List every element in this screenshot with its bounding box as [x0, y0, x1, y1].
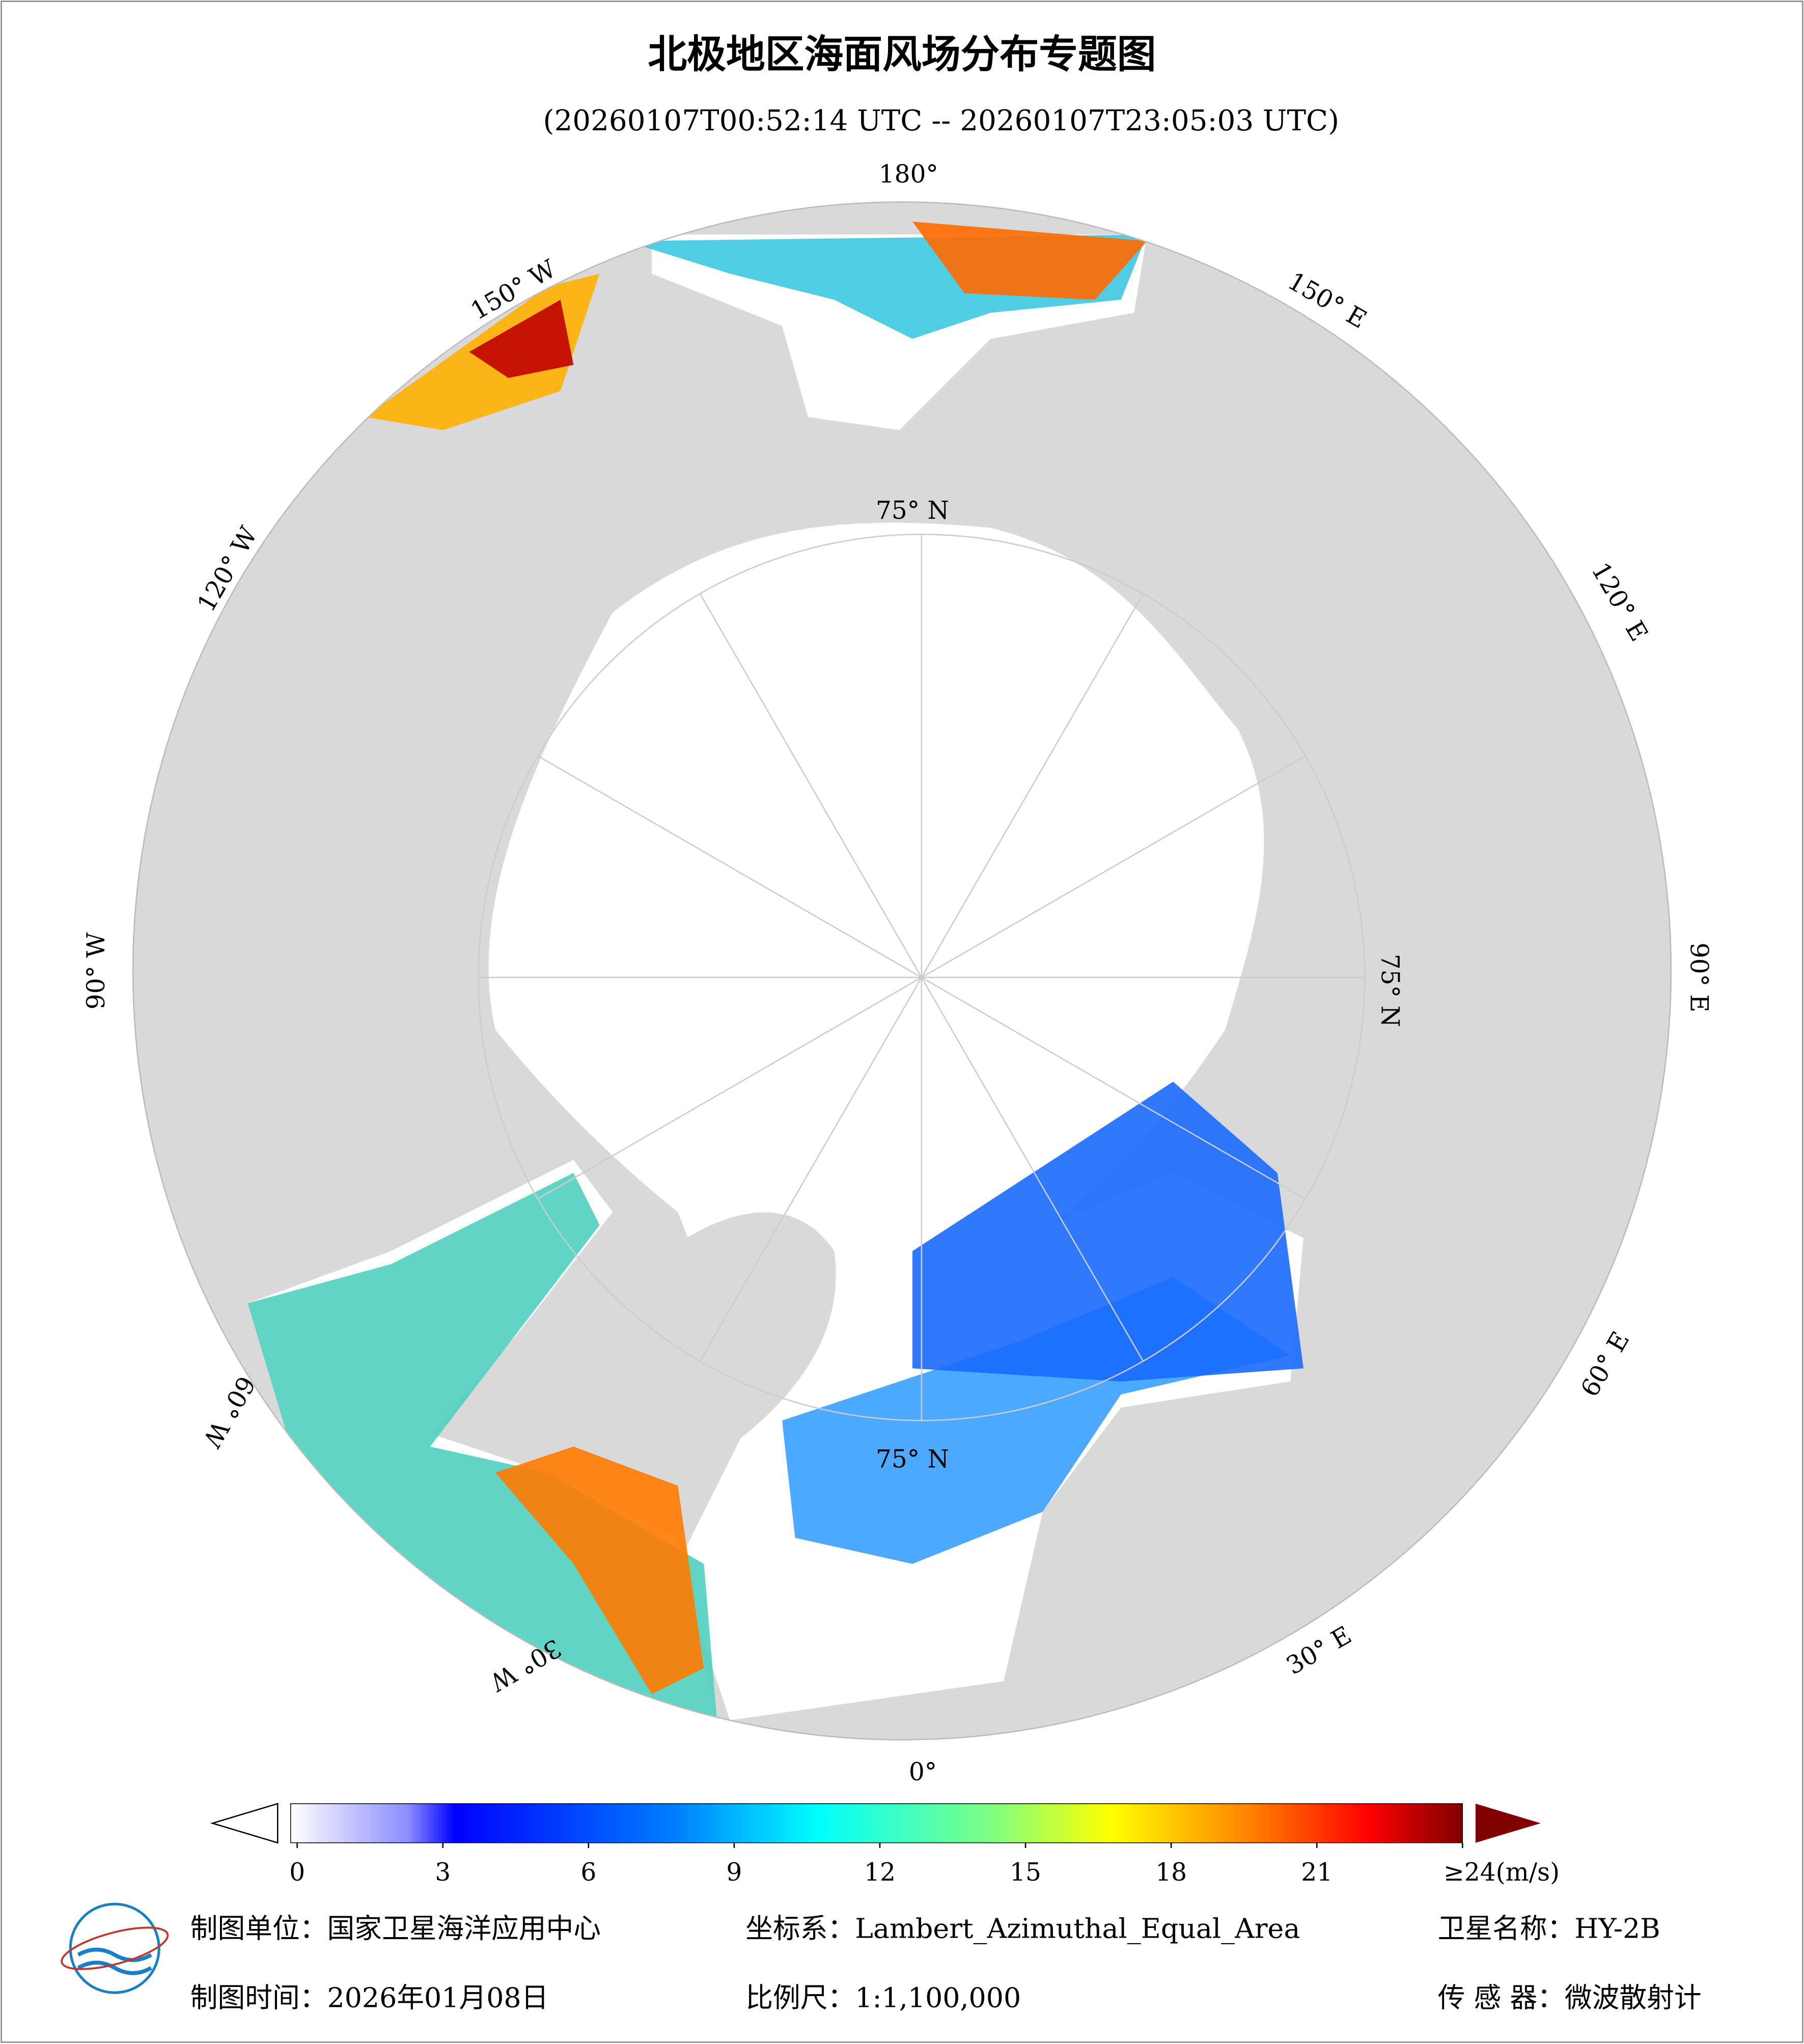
footer-sensor: 传 感 器：微波散射计: [1438, 1981, 1702, 2013]
wind-field: [912, 221, 1147, 300]
lat-label: 75° N: [1376, 954, 1404, 1027]
meridian: [921, 976, 1306, 1200]
colorbar-ramp: [290, 1803, 1463, 1843]
wind-field: [912, 1081, 1303, 1382]
colorbar-tick-label: 9: [726, 1858, 742, 1887]
greenland: [613, 1212, 836, 1449]
meridian: [921, 755, 1306, 978]
footer-date: 制图时间：2026年01月08日: [190, 1981, 549, 2013]
lon-label: 180°: [879, 160, 938, 188]
footer: 制图单位：国家卫星海洋应用中心 坐标系：Lambert_Azimuthal_Eq…: [61, 1902, 1702, 2013]
colorbar-tick-label: 3: [435, 1858, 451, 1887]
meridian: [699, 593, 923, 978]
meridian: [921, 977, 1144, 1362]
footer-unit: 制图单位：国家卫星海洋应用中心: [190, 1913, 601, 1945]
map: [133, 202, 1671, 1740]
wind-field: [495, 1446, 704, 1694]
meridians: [478, 534, 1365, 1421]
colorbar-tick-label: 18: [1155, 1858, 1187, 1887]
wind-field: [469, 299, 574, 378]
subtitle: (20260107T00:52:14 UTC -- 20260107T23:05…: [543, 104, 1340, 137]
map-border: [132, 201, 1672, 1741]
lat-label: 75° N: [876, 496, 949, 525]
footer-satellite: 卫星名称：HY-2B: [1438, 1913, 1660, 1945]
colorbar-tick-label: 15: [1010, 1858, 1041, 1887]
lat-label: 75° N: [876, 1445, 949, 1473]
colorbar-tick-label: 0: [289, 1858, 305, 1887]
colorbar-tick-label: ≥24(m/s): [1444, 1858, 1560, 1887]
logo: [61, 1902, 169, 1994]
meridian: [699, 977, 923, 1362]
footer-crs: 坐标系：Lambert_Azimuthal_Equal_Area: [745, 1913, 1300, 1945]
lon-label: 90° W: [82, 932, 110, 1010]
colorbar-over: [1475, 1803, 1541, 1843]
meridian: [921, 593, 1144, 978]
colorbar: 0 3 6 9 12 15 18 21 ≥24(m/s): [210, 1803, 1560, 1887]
colorbar-tick-label: 12: [864, 1858, 896, 1887]
colorbar-under: [210, 1803, 279, 1844]
lon-label: 90° E: [1684, 942, 1713, 1012]
lon-label: 0°: [909, 1758, 937, 1786]
colorbar-tick-label: 21: [1301, 1858, 1333, 1887]
meridian: [537, 755, 922, 978]
footer-scale: 比例尺：1:1,100,000: [745, 1981, 1021, 2013]
title: 北极地区海面风场分布专题图: [648, 32, 1156, 77]
meridian: [537, 976, 922, 1200]
colorbar-tick-label: 6: [580, 1858, 596, 1887]
